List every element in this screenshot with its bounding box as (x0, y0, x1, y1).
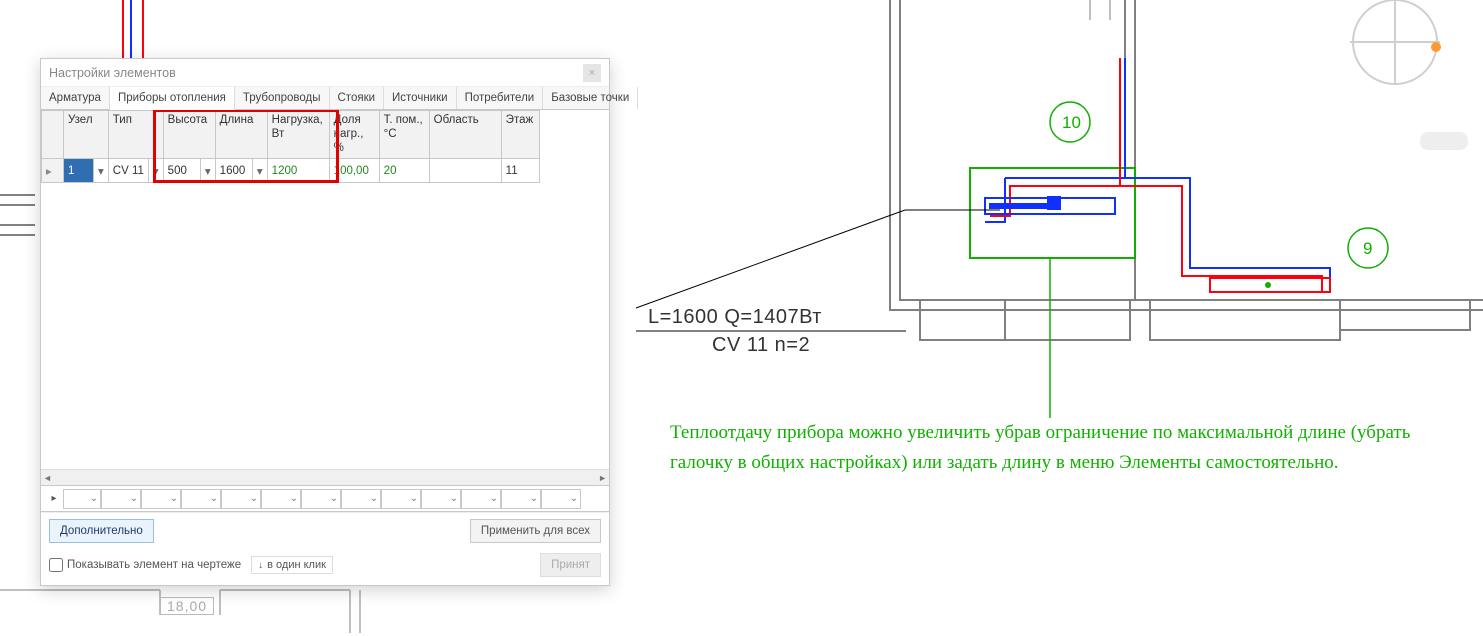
annotation-line2: CV 11 n=2 (712, 334, 810, 357)
svg-text:9: 9 (1363, 239, 1372, 258)
cell-uzel[interactable]: 1 (64, 159, 94, 183)
more-button[interactable]: Дополнительно (49, 519, 154, 543)
col-dlina[interactable]: Длина (215, 111, 267, 159)
apply-all-button[interactable]: Применить для всех (470, 519, 601, 543)
row-handle-header (42, 111, 64, 159)
cell-etazh[interactable]: 11 (501, 159, 539, 183)
col-dolya[interactable]: Доля нагр., % (329, 111, 379, 159)
filter-cell-6[interactable]: ⌄ (301, 489, 341, 509)
filter-cell-12[interactable]: ⌄ (541, 489, 581, 509)
col-nagruzka[interactable]: Нагрузка, Вт (267, 111, 329, 159)
col-uzel[interactable]: Узел (64, 111, 109, 159)
svg-text:10: 10 (1062, 113, 1081, 132)
accept-button[interactable]: Принят (540, 553, 601, 577)
cell-vysota[interactable]: 500 (163, 159, 200, 183)
dialog-actions-row1: Дополнительно Применить для всех (41, 512, 609, 549)
tabs-bar: АрматураПриборы отопленияТрубопроводыСто… (41, 87, 609, 110)
dimension-label: 18,00 (160, 597, 214, 615)
row-pointer[interactable]: ▸ (42, 159, 64, 183)
vysota-dropdown-icon[interactable]: ▾ (200, 159, 215, 183)
col-tip[interactable]: Тип (108, 111, 163, 159)
filter-cell-1[interactable]: ⌄ (101, 489, 141, 509)
tab-6[interactable]: Базовые точки (543, 87, 638, 109)
tab-5[interactable]: Потребители (457, 87, 544, 109)
filter-cell-9[interactable]: ⌄ (421, 489, 461, 509)
tab-1[interactable]: Приборы отопления (110, 87, 235, 110)
close-icon[interactable]: × (583, 64, 601, 82)
annotation-line1: L=1600 Q=1407Вт (648, 306, 822, 329)
tab-0[interactable]: Арматура (41, 87, 110, 109)
cell-nagruzka[interactable]: 1200 (267, 159, 329, 183)
filter-cell-11[interactable]: ⌄ (501, 489, 541, 509)
col-tpom[interactable]: Т. пом., °C (379, 111, 429, 159)
cell-dlina[interactable]: 1600 (215, 159, 252, 183)
cell-tpom[interactable]: 20 (379, 159, 429, 183)
settings-dialog: Настройки элементов × АрматураПриборы от… (40, 58, 610, 586)
filter-row[interactable]: ▸ ⌄⌄⌄⌄⌄⌄⌄⌄⌄⌄⌄⌄⌄ (41, 486, 609, 512)
tab-3[interactable]: Стояки (330, 87, 385, 109)
dialog-actions-row2: Показывать элемент на чертеже ↓ в один к… (41, 549, 609, 585)
dialog-title: Настройки элементов (49, 66, 176, 80)
cell-dolya[interactable]: 100,00 (329, 159, 379, 183)
filter-cell-7[interactable]: ⌄ (341, 489, 381, 509)
filter-cell-8[interactable]: ⌄ (381, 489, 421, 509)
grid-area[interactable]: УзелТипВысотаДлинаНагрузка, ВтДоля нагр.… (41, 110, 609, 486)
filter-cell-2[interactable]: ⌄ (141, 489, 181, 509)
green-note: Теплоотдачу прибора можно увеличить убра… (670, 418, 1460, 479)
tab-4[interactable]: Источники (384, 87, 457, 109)
filter-cell-4[interactable]: ⌄ (221, 489, 261, 509)
cell-oblast[interactable] (429, 159, 501, 183)
uzel-dropdown-icon[interactable]: ▾ (94, 159, 109, 183)
one-click-toggle[interactable]: ↓ в один клик (251, 556, 333, 574)
filter-cell-5[interactable]: ⌄ (261, 489, 301, 509)
show-element-checkbox-input[interactable] (49, 558, 63, 572)
h-scrollbar[interactable]: ◄ ► (41, 469, 609, 485)
filter-cell-3[interactable]: ⌄ (181, 489, 221, 509)
down-arrow-icon: ↓ (258, 560, 263, 571)
tip-dropdown-icon[interactable]: ▾ (148, 159, 163, 183)
elements-table: УзелТипВысотаДлинаНагрузка, ВтДоля нагр.… (41, 110, 540, 183)
dialog-titlebar[interactable]: Настройки элементов × (41, 59, 609, 87)
col-vysota[interactable]: Высота (163, 111, 215, 159)
tab-2[interactable]: Трубопроводы (235, 87, 330, 109)
cell-tip[interactable]: CV 11 (108, 159, 148, 183)
col-oblast[interactable]: Область (429, 111, 501, 159)
col-etazh[interactable]: Этаж (501, 111, 539, 159)
dlina-dropdown-icon[interactable]: ▾ (252, 159, 267, 183)
show-element-checkbox[interactable]: Показывать элемент на чертеже (49, 558, 241, 572)
filter-cell-10[interactable]: ⌄ (461, 489, 501, 509)
filter-cell-0[interactable]: ⌄ (63, 489, 101, 509)
